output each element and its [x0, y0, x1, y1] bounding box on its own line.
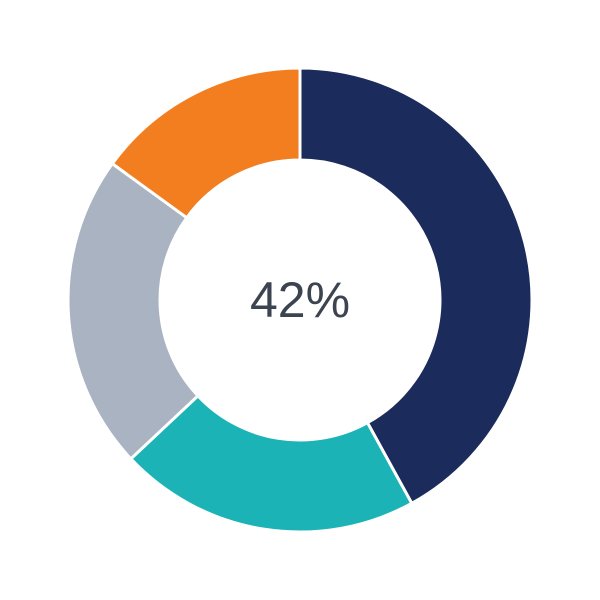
slices	[66, 66, 534, 534]
slice-1	[128, 393, 414, 534]
slice-3	[110, 66, 302, 220]
center-label: 42%	[250, 272, 350, 328]
slice-0	[298, 66, 534, 506]
slice-2	[66, 161, 201, 461]
